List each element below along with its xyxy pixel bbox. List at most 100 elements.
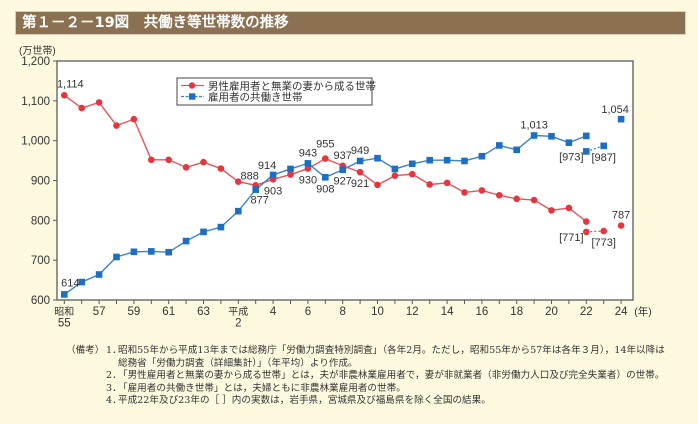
legend: 男性雇用者と無業の妻から成る世帯 雇用者の共働き世帯 (176, 77, 376, 106)
x-tick-label: 20 (545, 306, 558, 318)
data-point (530, 132, 538, 139)
data-point (548, 207, 555, 214)
data-label: [773] (591, 237, 615, 249)
legend-marker-square-icon (189, 93, 196, 100)
data-point (252, 186, 259, 193)
x-tick-label: 4 (270, 306, 277, 318)
data-point (182, 164, 190, 171)
data-point (513, 146, 520, 154)
note-number: 4． (106, 395, 122, 407)
y-axis-unit-label: (万世帯) (19, 44, 56, 57)
note-text: 昭和55年から平成13年までは総務庁「労働力調査特別調査」（各年2月。ただし，昭… (118, 345, 665, 356)
data-point (478, 187, 486, 194)
y-tick-label: 1,100 (21, 96, 50, 108)
x-tick-label: 8 (339, 306, 345, 318)
data-point (165, 156, 172, 164)
x-axis-unit-label: (年) (634, 305, 652, 318)
data-point (356, 157, 364, 165)
x-tick-label: 昭和 (54, 306, 74, 318)
data-point (95, 99, 103, 106)
data-point (496, 142, 503, 149)
data-label: [973] (559, 151, 583, 163)
data-point (304, 160, 312, 167)
data-label: 927 (334, 176, 352, 188)
note-item-3: 3．「雇用者の共働き世帯」とは，夫婦ともに非農林業雇用者の世帯。 (106, 383, 406, 396)
data-point (443, 156, 451, 164)
x-tick-label: 22 (580, 306, 593, 318)
x-tick-label: 63 (197, 306, 210, 318)
y-tick-label: 700 (31, 255, 50, 267)
data-label: [771] (559, 232, 583, 244)
note-text: 「雇用者の共働き世帯」とは，夫婦ともに非農林業雇用者の世帯。 (118, 382, 406, 394)
data-point (583, 132, 590, 140)
note-item-1-continued: 総務省「労働力調査（詳細集計）」（年平均）より作成。 (118, 357, 358, 369)
y-axis: 600 700 800 900 1,000 1,100 1,200 (21, 56, 57, 307)
data-point (478, 152, 486, 160)
data-point (374, 181, 381, 189)
data-point (182, 237, 190, 245)
y-tick-label: 800 (31, 215, 50, 227)
y-tick-label: 1,000 (21, 136, 50, 148)
data-label: 614 (61, 277, 79, 289)
y-tick-label: 1,200 (21, 56, 50, 68)
data-point (148, 156, 155, 164)
y-tick-label: 600 (31, 295, 50, 307)
data-label: 787 (612, 210, 630, 222)
data-point (461, 189, 468, 196)
bracket-series-line (586, 145, 604, 153)
data-point (61, 291, 68, 298)
data-point (617, 115, 625, 123)
x-tick-label: 55 (58, 318, 71, 330)
data-point (356, 168, 364, 176)
note-number: 1． (106, 345, 122, 356)
data-point (374, 154, 381, 162)
data-point (322, 155, 329, 162)
bracket-data-point (583, 228, 590, 236)
data-label: 877 (251, 195, 269, 207)
data-point (443, 179, 451, 187)
data-point (130, 248, 138, 256)
series-dual-income (61, 115, 625, 298)
data-point (496, 191, 503, 199)
note-number: 3． (106, 382, 122, 394)
note-text: 「男性雇用者と無業の妻から成る世帯」とは，夫が非農林業雇用者で，妻が非就業者（非… (118, 370, 665, 382)
x-tick-label: 12 (406, 306, 419, 318)
data-point (304, 165, 312, 172)
legend-label-dual-income: 雇用者の共働き世帯 (208, 91, 303, 104)
x-tick-label: 6 (305, 306, 311, 318)
x-tick-label: 18 (510, 306, 523, 318)
data-point (530, 196, 538, 204)
legend-label-male-employee-nonworking-wife: 男性雇用者と無業の妻から成る世帯 (208, 80, 376, 93)
note-number: 2． (106, 370, 122, 382)
data-label: 921 (351, 178, 369, 190)
data-point (235, 178, 242, 185)
data-label: 1,114 (57, 78, 84, 90)
bracket-data-point (583, 148, 590, 155)
x-tick-label: 61 (162, 306, 175, 318)
note-text: 平成22年及び23年の［ ］内の実数は，岩手県，宮城県及び福島県を除く全国の結果… (118, 395, 491, 407)
data-point (322, 174, 329, 181)
data-label: 1,054 (601, 104, 629, 116)
data-point (565, 204, 573, 212)
data-label: 914 (258, 160, 276, 172)
bracket-data-point (600, 142, 607, 150)
x-tick-label: 59 (128, 306, 141, 318)
bracket-series-line (586, 230, 604, 233)
data-point (130, 115, 138, 123)
data-point (287, 165, 294, 173)
data-label: 903 (264, 185, 282, 197)
y-tick-label: 900 (31, 176, 50, 188)
data-point (113, 253, 120, 261)
note-item-4: 4．平成22年及び23年の［ ］内の実数は，岩手県，宮城県及び福島県を除く全国の… (106, 395, 491, 408)
x-tick-label: 16 (476, 306, 489, 318)
data-label: 937 (334, 150, 352, 162)
data-point (61, 91, 68, 99)
data-label: 930 (299, 175, 317, 187)
x-tick-label: 2 (235, 318, 241, 330)
data-point (583, 218, 590, 225)
data-point (269, 171, 277, 179)
data-label: 955 (316, 139, 334, 151)
data-point (148, 248, 155, 255)
data-point (409, 160, 416, 168)
